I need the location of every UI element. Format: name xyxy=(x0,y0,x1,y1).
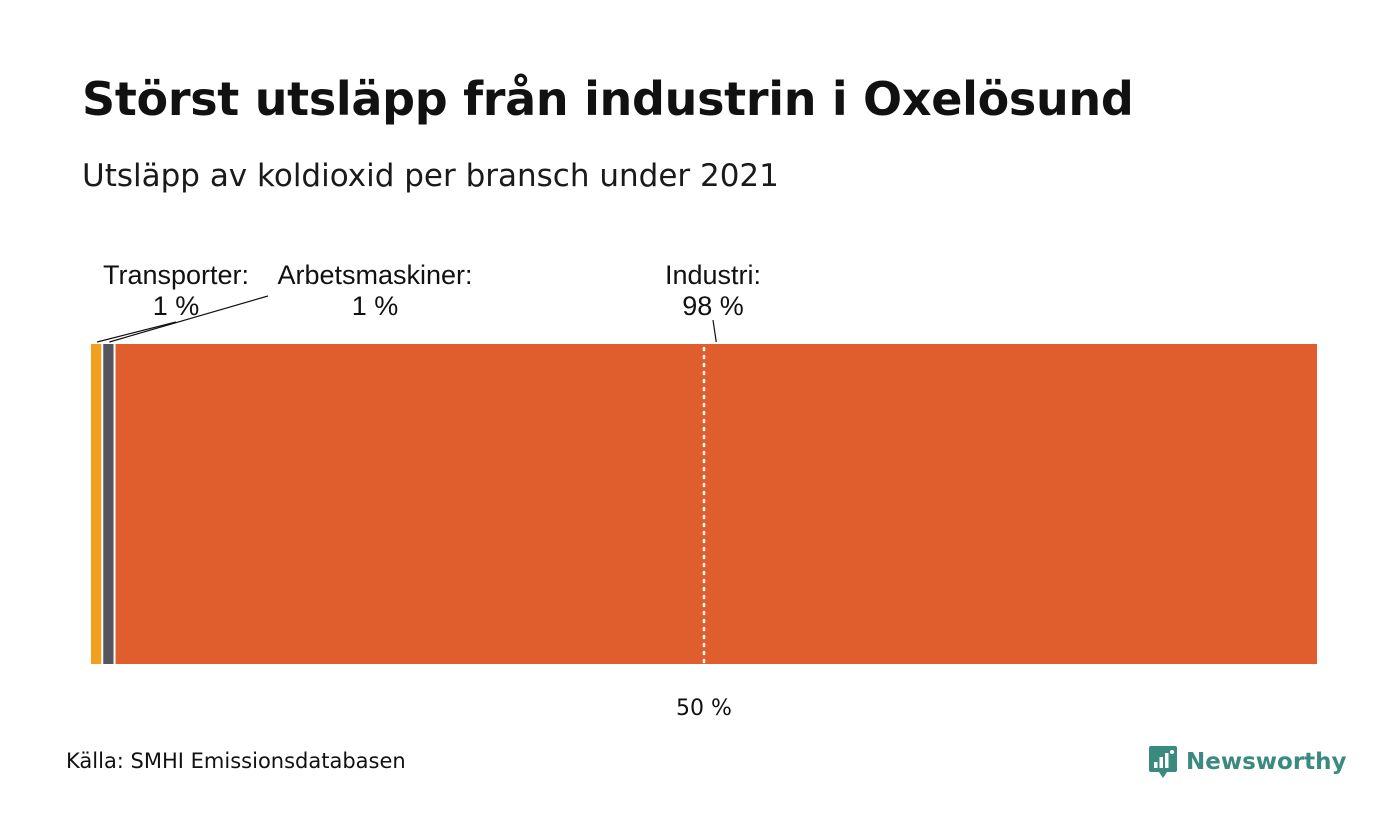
segment-value-transporter: 1 % xyxy=(153,291,200,321)
segment-label-arbetsmaskiner: Arbetsmaskiner: xyxy=(277,260,472,290)
segment-label-industri: Industri: xyxy=(665,260,761,290)
segment-value-arbetsmaskiner: 1 % xyxy=(352,291,399,321)
chart-title: Störst utsläpp från industrin i Oxelösun… xyxy=(82,72,1134,126)
brand-name: Newsworthy xyxy=(1186,749,1347,775)
bar-segment-industri xyxy=(115,344,1317,664)
reference-line-label: 50 % xyxy=(676,696,732,721)
segment-value-industri: 98 % xyxy=(682,291,744,321)
stacked-bar-chart: Transporter:1 %Arbetsmaskiner:1 %Industr… xyxy=(91,260,1317,721)
chart-subtitle: Utsläpp av koldioxid per bransch under 2… xyxy=(82,158,779,194)
brand-logo: Newsworthy xyxy=(1148,744,1347,780)
newsworthy-logo-icon xyxy=(1149,746,1177,778)
source-note: Källa: SMHI Emissionsdatabasen xyxy=(66,749,406,773)
bar-segment-arbetsmaskiner xyxy=(103,344,114,664)
leader-line-transporter xyxy=(96,321,177,343)
leader-line-arbetsmaskiner xyxy=(109,295,269,343)
segment-label-transporter: Transporter: xyxy=(103,260,249,290)
leader-line-industri xyxy=(712,319,717,343)
bar-segment-transporter xyxy=(91,344,102,664)
